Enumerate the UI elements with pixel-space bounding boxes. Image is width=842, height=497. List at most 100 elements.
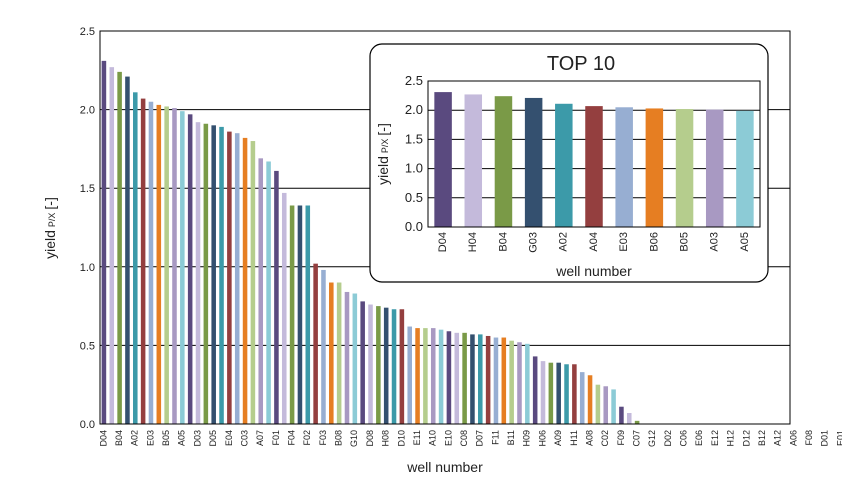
x-tick-label: E12 <box>710 430 720 446</box>
inset-y-axis-label: yieldP/X[-] <box>375 123 391 185</box>
x-tick-label: F01 <box>271 430 281 446</box>
y-tick-label: 1.0 <box>405 161 423 176</box>
bar-b04 <box>117 71 122 424</box>
inset-bars <box>434 92 754 228</box>
main-y-tick-labels: 0.0 0.5 1.0 1.5 2.0 2.5 <box>80 26 95 431</box>
y-tick-label: 1.0 <box>80 262 95 274</box>
bar-c03 <box>234 133 240 424</box>
bar-b09 <box>548 362 554 424</box>
bar-c07 <box>587 375 593 424</box>
y-tick-label: 2.5 <box>405 73 423 88</box>
bar-g04 <box>242 137 248 424</box>
x-tick-label: C07 <box>631 430 641 447</box>
x-tick-label: A08 <box>584 430 594 446</box>
x-tick-label: B04 <box>497 232 509 252</box>
x-tick-label: A02 <box>558 232 570 252</box>
x-tick-label: B08 <box>334 430 344 446</box>
y-tick-label: 0.0 <box>80 419 95 431</box>
bar-c09 <box>360 301 365 424</box>
bar-b05 <box>675 109 694 227</box>
x-tick-label: D04 <box>437 232 449 252</box>
bar-c06 <box>634 420 640 424</box>
bar-a02 <box>555 103 573 227</box>
x-tick-label: F11 <box>490 430 500 445</box>
y-tick-label: 0.0 <box>405 219 423 234</box>
x-tick-label: G10 <box>349 430 359 447</box>
bar-h06 <box>493 337 499 424</box>
y-tick-label: 2.5 <box>80 26 95 38</box>
x-tick-label: A09 <box>553 430 563 446</box>
bar-a04 <box>585 106 603 227</box>
x-tick-label: G03 <box>528 232 540 253</box>
bar-c04 <box>274 170 279 424</box>
bar-a04 <box>140 98 146 424</box>
y-tick-label: 1.5 <box>405 131 423 146</box>
bar-d04 <box>101 60 107 424</box>
bar-c09 <box>485 335 491 424</box>
x-tick-label: B04 <box>114 430 124 446</box>
x-tick-label: D01 <box>820 430 830 447</box>
x-tick-label: E03 <box>618 232 630 252</box>
bar-b10 <box>407 326 412 424</box>
x-tick-label: E03 <box>145 430 155 446</box>
x-tick-label: C06 <box>679 430 689 447</box>
x-tick-label: A12 <box>773 430 783 446</box>
x-tick-label: F09 <box>616 430 626 446</box>
x-tick-label: D07 <box>475 430 485 447</box>
y-tick-label: 0.5 <box>405 190 423 205</box>
x-tick-label: D02 <box>663 430 673 447</box>
x-tick-label: B11 <box>506 430 516 445</box>
bar-e08 <box>415 328 420 424</box>
inset-plot-frame <box>427 80 761 228</box>
bar-b05 <box>164 106 169 425</box>
bar-e11 <box>383 307 389 424</box>
x-tick-label: F03 <box>318 430 328 446</box>
inset-x-tick-labels: D04 H04 B04 G03 A02 A04 E03 B06 B05 A03 A05 <box>437 232 751 253</box>
bar-b06 <box>645 108 664 227</box>
x-tick-label: A05 <box>177 430 187 446</box>
bar-a02 <box>133 92 138 425</box>
x-tick-label: E04 <box>224 430 234 446</box>
bar-f04 <box>281 192 287 424</box>
x-tick-label: H04 <box>467 232 479 252</box>
bar-a08 <box>540 361 546 424</box>
bar-d02 <box>619 406 624 424</box>
bar-d10 <box>368 304 373 424</box>
bar-d03 <box>195 122 201 425</box>
y-tick-label: 2.0 <box>405 102 423 117</box>
x-tick-label: F08 <box>804 430 814 446</box>
bar-a07 <box>250 141 256 425</box>
x-tick-label: H08 <box>381 430 391 447</box>
bar-f05 <box>227 131 232 424</box>
bar-g09 <box>430 328 436 424</box>
x-tick-label: D04 <box>98 430 108 447</box>
x-tick-label: H11 <box>569 430 579 446</box>
x-tick-label: A04 <box>588 232 600 252</box>
x-tick-label: E01 <box>835 430 842 446</box>
main-bars <box>101 60 640 425</box>
bar-d06 <box>329 282 334 424</box>
bar-e04 <box>219 126 224 424</box>
bar-h11 <box>525 343 530 424</box>
x-tick-label: B05 <box>678 232 690 252</box>
inset-top10-chart: TOP 10 0.0 0.5 1.0 1.5 2.0 2.5 D04 H04 B04 G03 A0… <box>369 43 769 283</box>
x-tick-label: D12 <box>741 430 751 447</box>
x-tick-label: B05 <box>161 430 171 446</box>
x-tick-label: D03 <box>192 430 202 447</box>
bar-d09 <box>564 364 569 424</box>
bar-f02 <box>258 158 264 424</box>
bar-f09 <box>517 342 522 424</box>
bar-f11 <box>454 332 460 424</box>
x-tick-label: D10 <box>396 430 406 447</box>
x-tick-label: E10 <box>443 430 453 446</box>
bar-g03 <box>125 76 130 424</box>
bar-h04 <box>464 94 483 227</box>
bar-g09 <box>313 263 318 424</box>
bar-d04 <box>434 92 452 227</box>
bar-b08 <box>305 205 311 424</box>
x-tick-label: A05 <box>739 232 751 252</box>
bar-a03 <box>172 108 177 424</box>
x-tick-label: A02 <box>130 430 140 446</box>
inset-title: TOP 10 <box>547 53 615 75</box>
